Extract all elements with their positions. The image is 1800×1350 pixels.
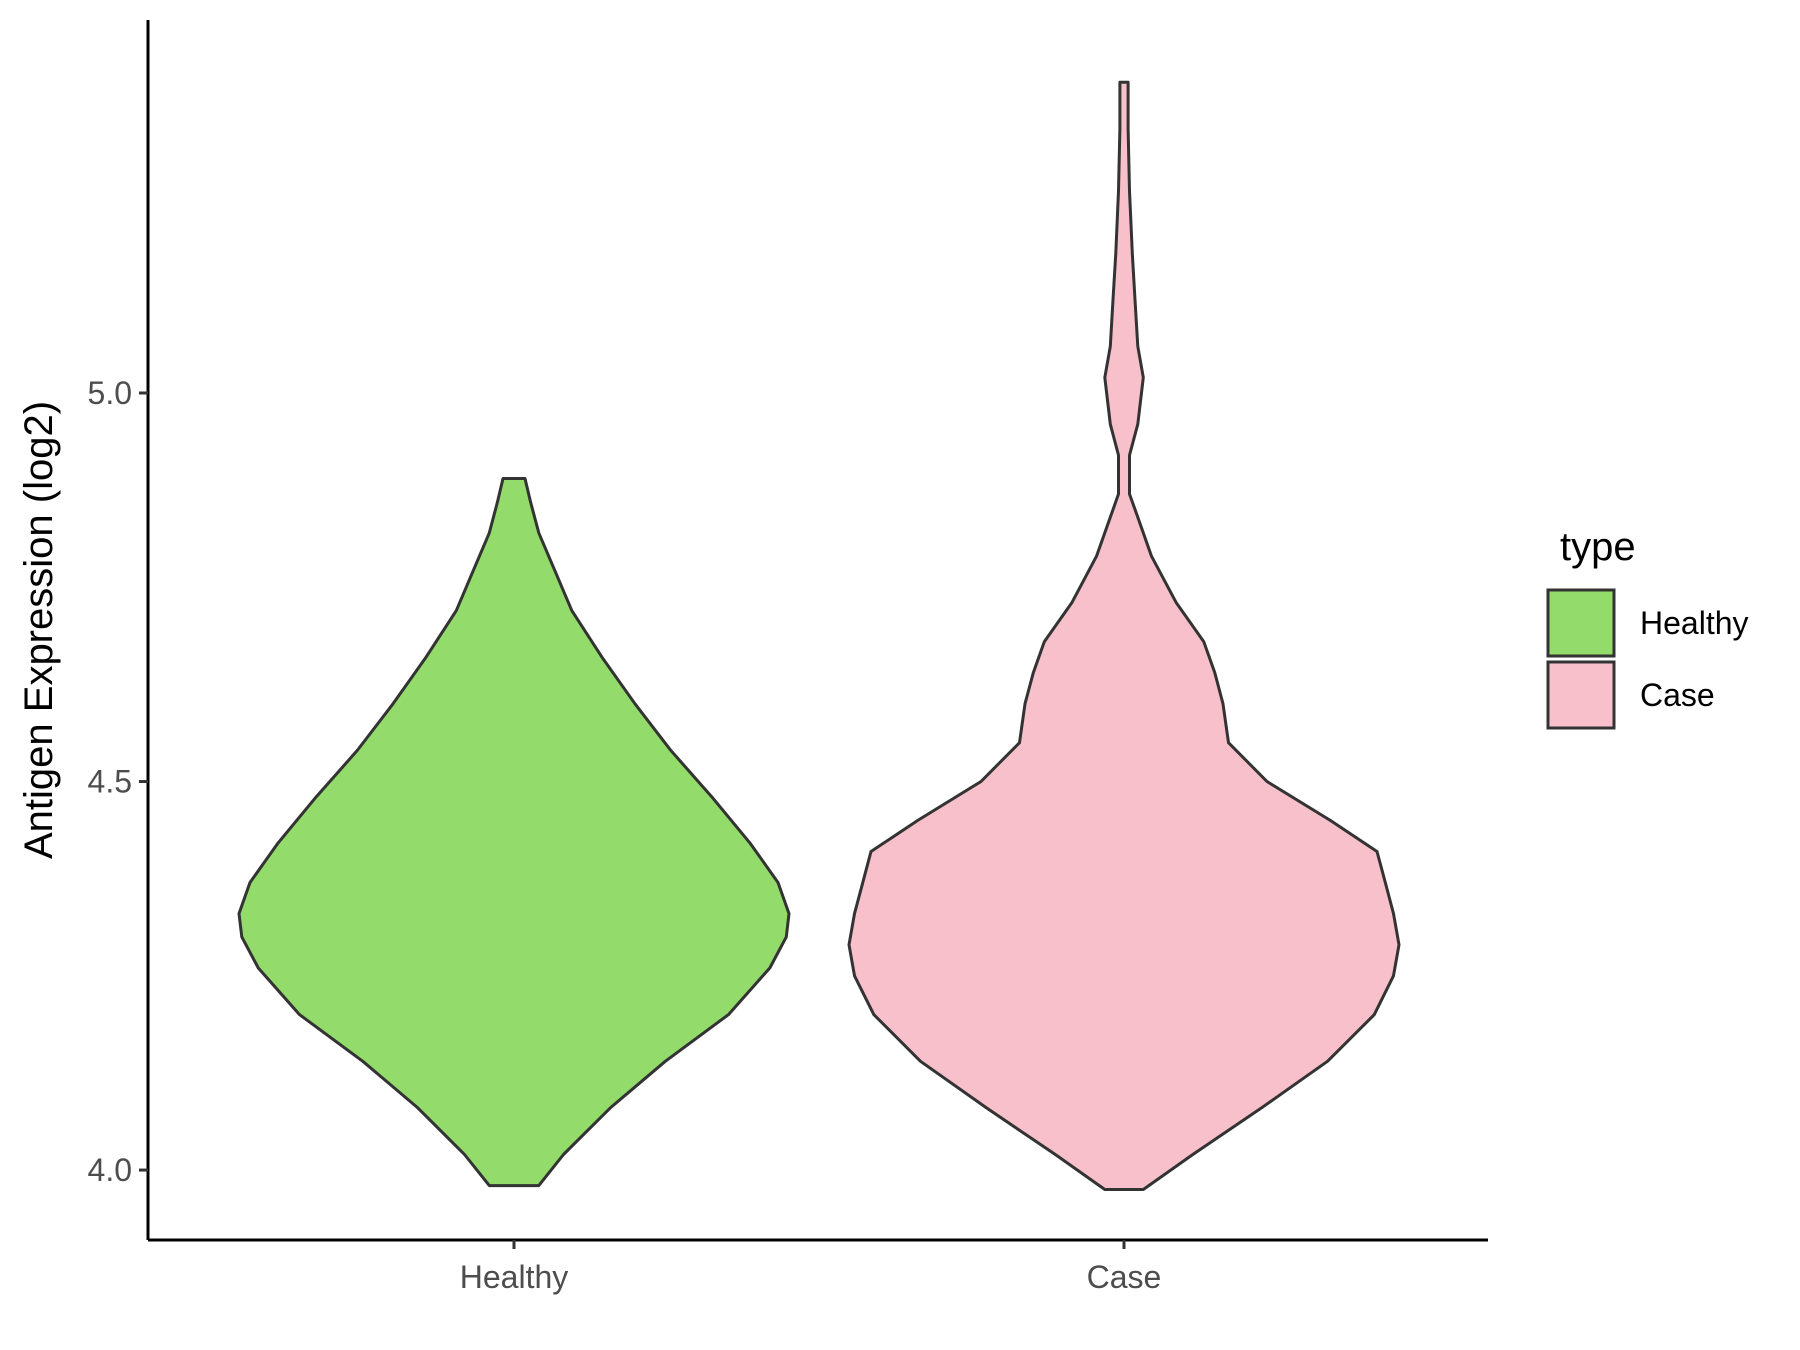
violin-case xyxy=(847,80,1401,1191)
y-tick-label: 4.5 xyxy=(88,764,132,800)
x-tick-label: Healthy xyxy=(460,1259,569,1295)
legend: type Healthy Case xyxy=(1546,525,1749,730)
legend-key-case xyxy=(1546,660,1616,730)
axes: 4.0 4.5 5.0 Healthy Case xyxy=(88,20,1488,1295)
legend-title: type xyxy=(1560,525,1636,569)
y-axis-title: Antigen Expression (log2) xyxy=(17,401,61,859)
y-tick-label: 4.0 xyxy=(88,1152,132,1188)
legend-label-healthy: Healthy xyxy=(1640,605,1749,641)
y-tick-label: 5.0 xyxy=(88,375,132,411)
legend-label-case: Case xyxy=(1640,677,1715,713)
x-tick-label: Case xyxy=(1087,1259,1162,1295)
legend-key-healthy xyxy=(1546,588,1616,658)
violin-healthy xyxy=(237,477,791,1188)
plot-area xyxy=(237,80,1401,1191)
